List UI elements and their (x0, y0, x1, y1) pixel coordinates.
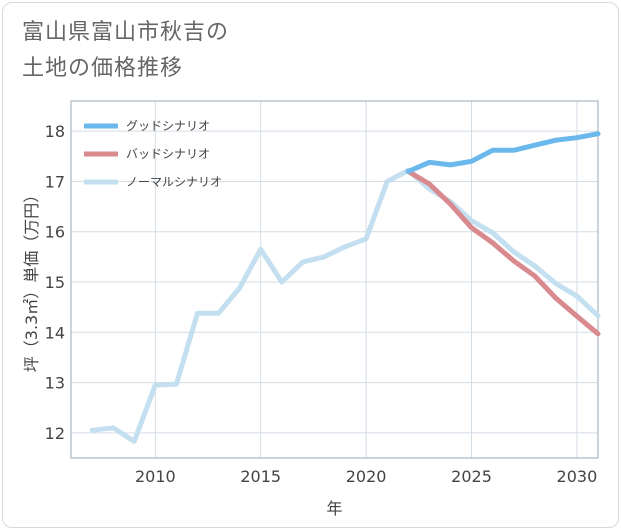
chart-title-line2: 土地の価格推移 (22, 56, 184, 81)
x-tick-label-2020: 2020 (346, 467, 387, 486)
series-line-1 (405, 168, 601, 337)
x-tick-label-2030: 2030 (557, 467, 598, 486)
x-tick-label-2025: 2025 (451, 467, 492, 486)
y-tick-label-15: 15 (45, 273, 65, 292)
plot-area (71, 101, 598, 458)
y-tick-label-14: 14 (45, 323, 65, 342)
legend-label-0: グッドシナリオ (126, 119, 210, 133)
chart-title: 富山県富山市秋吉の 土地の価格推移 (22, 15, 582, 87)
y-axis-title: 坪（3.3㎡）単価（万円） (22, 187, 41, 372)
x-axis-title: 年 (326, 499, 342, 518)
y-tick-label-12: 12 (45, 424, 65, 443)
series-line-2 (89, 167, 601, 444)
y-tick-label-17: 17 (45, 172, 65, 191)
y-tick-label-16: 16 (45, 223, 65, 242)
x-tick-label-2015: 2015 (240, 467, 281, 486)
chart-title-line1: 富山県富山市秋吉の (22, 20, 230, 45)
legend-label-1: バッドシナリオ (126, 147, 210, 161)
plot-frame (70, 100, 599, 459)
series-line-0 (405, 131, 601, 174)
y-tick-label-18: 18 (45, 122, 65, 141)
x-tick-label-2010: 2010 (135, 467, 176, 486)
legend-label-2: ノーマルシナリオ (126, 175, 222, 189)
y-tick-label-13: 13 (45, 374, 65, 393)
